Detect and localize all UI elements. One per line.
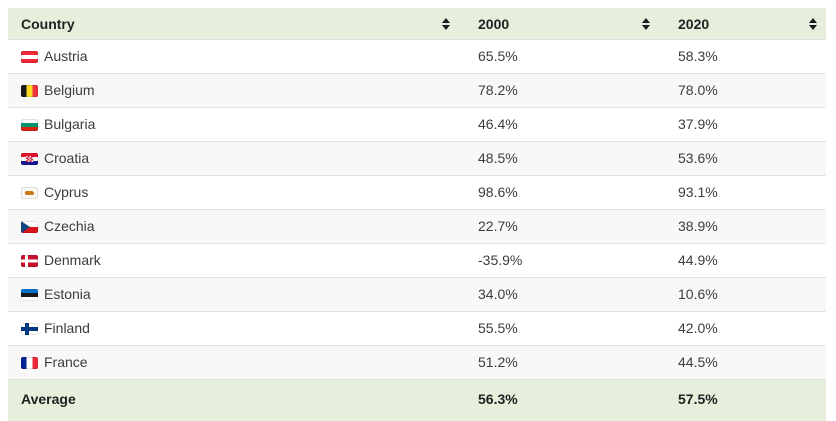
table-row: Austria 65.5% 58.3% <box>8 40 826 74</box>
table-row: Denmark -35.9% 44.9% <box>8 244 826 278</box>
country-name: Czechia <box>44 218 95 234</box>
country-cell: Finland <box>8 312 463 346</box>
column-header-country-label: Country <box>21 16 75 32</box>
table-row: Czechia 22.7% 38.9% <box>8 210 826 244</box>
flag-finland-icon <box>21 323 38 335</box>
value-2000-cell: 34.0% <box>463 278 663 312</box>
table-row: Belgium 78.2% 78.0% <box>8 74 826 108</box>
sort-icon-2000[interactable] <box>642 18 650 30</box>
country-cell: Bulgaria <box>8 108 463 142</box>
table-body: Austria 65.5% 58.3% Belgium 78.2% 78.0% … <box>8 40 826 380</box>
value-2020-cell: 58.3% <box>663 40 826 74</box>
value-2020-cell: 10.6% <box>663 278 826 312</box>
value-2000-cell: 78.2% <box>463 74 663 108</box>
flag-denmark-icon <box>21 255 38 267</box>
value-2020-cell: 44.9% <box>663 244 826 278</box>
column-header-2020[interactable]: 2020 <box>663 8 826 40</box>
value-2000-cell: 65.5% <box>463 40 663 74</box>
flag-austria-icon <box>21 51 38 63</box>
value-2020-cell: 42.0% <box>663 312 826 346</box>
flag-belgium-icon <box>21 85 38 97</box>
country-data-table: Country 2000 2020 <box>8 8 826 421</box>
flag-czechia-icon <box>21 221 38 233</box>
country-cell: Denmark <box>8 244 463 278</box>
sort-icon-country[interactable] <box>442 18 450 30</box>
table-row: Croatia 48.5% 53.6% <box>8 142 826 176</box>
column-header-2020-label: 2020 <box>678 16 709 32</box>
flag-france-icon <box>21 357 38 369</box>
table-row: Estonia 34.0% 10.6% <box>8 278 826 312</box>
table-row: Finland 55.5% 42.0% <box>8 312 826 346</box>
table-row: France 51.2% 44.5% <box>8 346 826 380</box>
flag-croatia-icon <box>21 153 38 165</box>
country-name: France <box>44 354 88 370</box>
country-name: Denmark <box>44 252 101 268</box>
value-2000-cell: 55.5% <box>463 312 663 346</box>
value-2000-cell: 48.5% <box>463 142 663 176</box>
country-cell: Cyprus <box>8 176 463 210</box>
sort-icon-2020[interactable] <box>809 18 817 30</box>
column-header-2000[interactable]: 2000 <box>463 8 663 40</box>
country-name: Finland <box>44 320 90 336</box>
column-header-country[interactable]: Country <box>8 8 463 40</box>
value-2000-cell: 22.7% <box>463 210 663 244</box>
country-cell: Czechia <box>8 210 463 244</box>
table-row: Cyprus 98.6% 93.1% <box>8 176 826 210</box>
average-row: Average 56.3% 57.5% <box>8 380 826 421</box>
average-2020-cell: 57.5% <box>663 380 826 421</box>
country-name: Cyprus <box>44 184 88 200</box>
country-cell: Croatia <box>8 142 463 176</box>
average-2000-cell: 56.3% <box>463 380 663 421</box>
flag-estonia-icon <box>21 289 38 301</box>
country-cell: France <box>8 346 463 380</box>
value-2000-cell: 46.4% <box>463 108 663 142</box>
value-2020-cell: 38.9% <box>663 210 826 244</box>
table-row: Bulgaria 46.4% 37.9% <box>8 108 826 142</box>
value-2020-cell: 44.5% <box>663 346 826 380</box>
country-cell: Estonia <box>8 278 463 312</box>
country-cell: Austria <box>8 40 463 74</box>
value-2000-cell: 51.2% <box>463 346 663 380</box>
table-footer: Average 56.3% 57.5% <box>8 380 826 421</box>
country-cell: Belgium <box>8 74 463 108</box>
country-name: Bulgaria <box>44 116 95 132</box>
table-container: Country 2000 2020 <box>8 8 826 421</box>
country-name: Austria <box>44 48 88 64</box>
country-name: Belgium <box>44 82 95 98</box>
country-name: Estonia <box>44 286 91 302</box>
country-name: Croatia <box>44 150 89 166</box>
value-2020-cell: 37.9% <box>663 108 826 142</box>
flag-cyprus-icon <box>21 187 38 199</box>
table-header: Country 2000 2020 <box>8 8 826 40</box>
value-2020-cell: 53.6% <box>663 142 826 176</box>
value-2020-cell: 93.1% <box>663 176 826 210</box>
value-2020-cell: 78.0% <box>663 74 826 108</box>
header-row: Country 2000 2020 <box>8 8 826 40</box>
value-2000-cell: -35.9% <box>463 244 663 278</box>
flag-bulgaria-icon <box>21 119 38 131</box>
value-2000-cell: 98.6% <box>463 176 663 210</box>
average-label: Average <box>8 380 463 421</box>
column-header-2000-label: 2000 <box>478 16 509 32</box>
